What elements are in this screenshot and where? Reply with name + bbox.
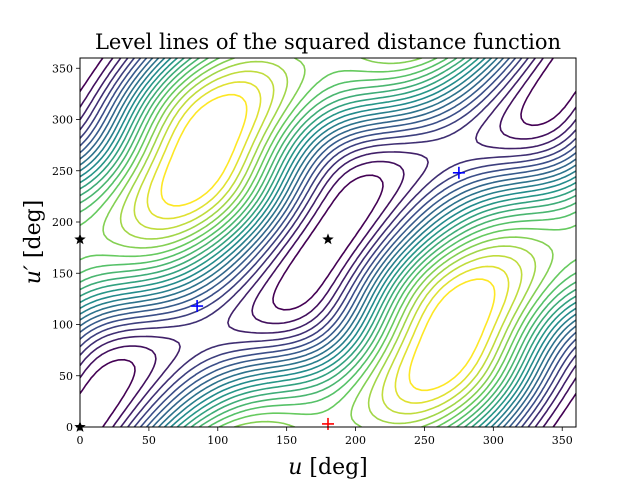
plus-marker-local-minimum: [452, 166, 465, 179]
y-tick-label: 0: [66, 421, 73, 434]
x-tick-label: 100: [207, 434, 228, 447]
contour-level-line: [119, 60, 537, 425]
y-tick-label: 200: [52, 216, 73, 229]
y-axis: 0 50 100 150 200 250 300 350: [52, 62, 80, 434]
plus-marker-minimum: [322, 417, 334, 430]
x-tick-label: 300: [483, 434, 504, 447]
x-tick-label: 250: [414, 434, 435, 447]
plus-marker-local-minimum: [191, 300, 204, 313]
star-marker-saddle: [322, 233, 334, 245]
contour-level-line: [160, 93, 496, 392]
contour-level-line: [80, 58, 576, 427]
plot-frame: [79, 57, 577, 428]
contour-level-line: [80, 58, 576, 427]
contour-level-line: [80, 58, 576, 427]
contour-level-line: [80, 58, 576, 427]
x-tick-label: 150: [276, 434, 297, 447]
contour-level-line: [80, 58, 576, 427]
x-axis: 0 50 100 150 200 250 300 350: [77, 427, 573, 447]
x-tick-label: 0: [77, 434, 84, 447]
contour-level-line: [80, 58, 576, 427]
contour-level-line: [133, 70, 523, 415]
contour-level-line: [80, 58, 576, 427]
contour-level-line: [146, 81, 510, 404]
contour-level-line: [80, 58, 576, 427]
y-axis-label: u′ [deg]: [21, 200, 46, 285]
y-tick-label: 50: [59, 370, 73, 383]
contour-level-line: [80, 58, 576, 427]
contour-level-line: [80, 58, 576, 427]
contour-level-line: [80, 58, 576, 427]
y-tick-label: 100: [52, 319, 73, 332]
contour-lines: [80, 58, 576, 427]
contour-level-line: [80, 58, 576, 427]
contour-level-line: [102, 58, 554, 427]
contour-level-line: [80, 58, 576, 427]
contour-level-line: [80, 58, 576, 427]
contour-level-line: [80, 58, 576, 427]
y-tick-label: 150: [52, 267, 73, 280]
y-tick-label: 300: [52, 114, 73, 127]
y-tick-label: 250: [52, 165, 73, 178]
y-tick-label: 350: [52, 62, 73, 75]
contour-level-line: [80, 58, 576, 427]
contour-level-line: [80, 58, 576, 427]
chart-title: Level lines of the squared distance func…: [95, 30, 561, 54]
x-tick-label: 350: [552, 434, 573, 447]
x-tick-label: 50: [142, 434, 156, 447]
x-tick-label: 200: [345, 434, 366, 447]
x-axis-label: u [deg]: [288, 455, 368, 480]
